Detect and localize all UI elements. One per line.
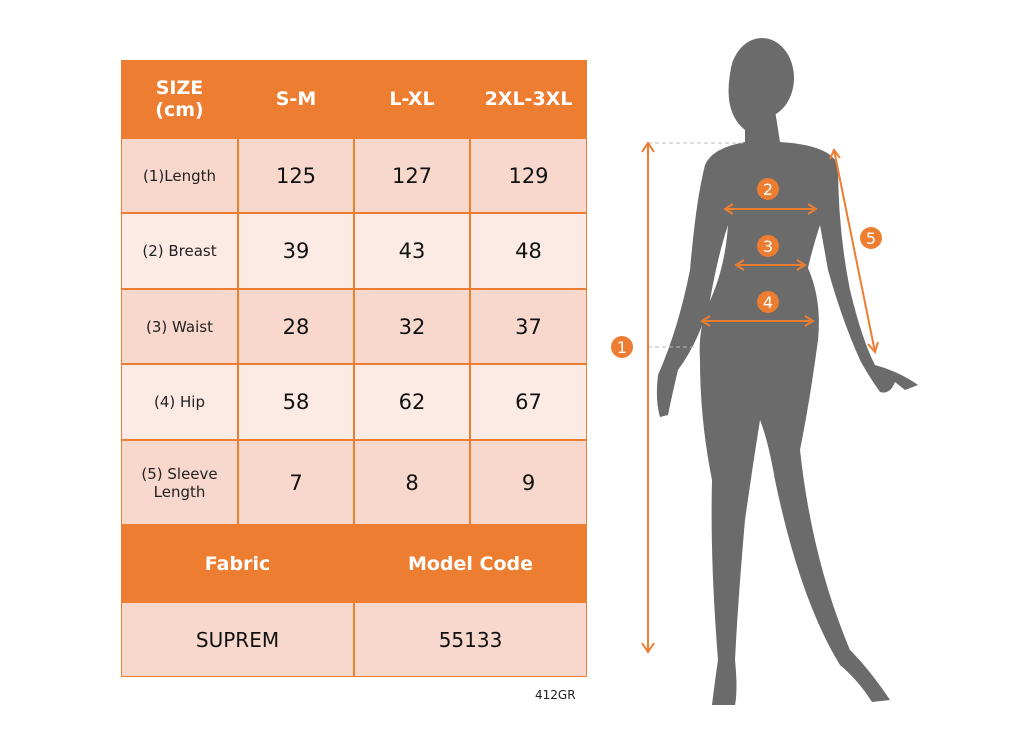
header-row: SIZE (cm) S-M L-XL 2XL-3XL: [121, 60, 587, 138]
row-label: (1)Length: [121, 138, 238, 213]
size-col-header: S-M: [238, 60, 354, 138]
size-header-line1: SIZE: [155, 77, 204, 99]
cell-value: 37: [470, 289, 587, 364]
table-row: (1)Length 125 127 129: [121, 138, 587, 213]
size-header-line2: (cm): [155, 99, 204, 121]
marker-2: [757, 178, 779, 200]
cell-value: 39: [238, 213, 354, 289]
measure-markers: 1 2 3 4 5: [611, 178, 882, 358]
row-label: (4) Hip: [121, 364, 238, 440]
marker-3-label: 3: [763, 237, 773, 256]
row-label: (2) Breast: [121, 213, 238, 289]
marker-2-label: 2: [763, 180, 773, 199]
table-row: (3) Waist 28 32 37: [121, 289, 587, 364]
fabric-header: Fabric: [121, 525, 354, 602]
size-header: SIZE (cm): [121, 60, 238, 138]
cell-value: 32: [354, 289, 470, 364]
model-code-header: Model Code: [354, 525, 587, 602]
cell-value: 28: [238, 289, 354, 364]
size-col-header: 2XL-3XL: [470, 60, 587, 138]
footer-value-row: SUPREM 55133: [121, 602, 587, 677]
marker-4-label: 4: [763, 293, 773, 312]
table-row: (4) Hip 58 62 67: [121, 364, 587, 440]
cell-value: 58: [238, 364, 354, 440]
cell-value: 62: [354, 364, 470, 440]
marker-3: [757, 235, 779, 257]
size-col-header: L-XL: [354, 60, 470, 138]
marker-5-label: 5: [866, 229, 876, 248]
row-label: (5) Sleeve Length: [121, 440, 238, 525]
marker-4: [757, 291, 779, 313]
marker-1: [611, 336, 633, 358]
cell-value: 9: [470, 440, 587, 525]
cell-value: 129: [470, 138, 587, 213]
cell-value: 8: [354, 440, 470, 525]
measure-arrows: [641, 141, 879, 654]
marker-5: [860, 227, 882, 249]
row-label-line2: Length: [153, 482, 206, 501]
table-row: (2) Breast 39 43 48: [121, 213, 587, 289]
row-label: (3) Waist: [121, 289, 238, 364]
model-code-value: 55133: [354, 602, 587, 677]
row-label-line1: (5) Sleeve: [141, 464, 218, 483]
table-row: (5) Sleeve Length 7 8 9: [121, 440, 587, 525]
cell-value: 7: [238, 440, 354, 525]
cell-value: 67: [470, 364, 587, 440]
woman-silhouette: [656, 38, 918, 705]
footer-header-row: Fabric Model Code: [121, 525, 587, 602]
product-code: 412GR: [535, 688, 576, 702]
cell-value: 48: [470, 213, 587, 289]
cell-value: 127: [354, 138, 470, 213]
size-chart-table: SIZE (cm) S-M L-XL 2XL-3XL (1)Length 125 …: [121, 60, 587, 677]
cell-value: 43: [354, 213, 470, 289]
guide-lines: [648, 142, 745, 348]
cell-value: 125: [238, 138, 354, 213]
marker-1-label: 1: [617, 338, 627, 357]
fabric-value: SUPREM: [121, 602, 354, 677]
